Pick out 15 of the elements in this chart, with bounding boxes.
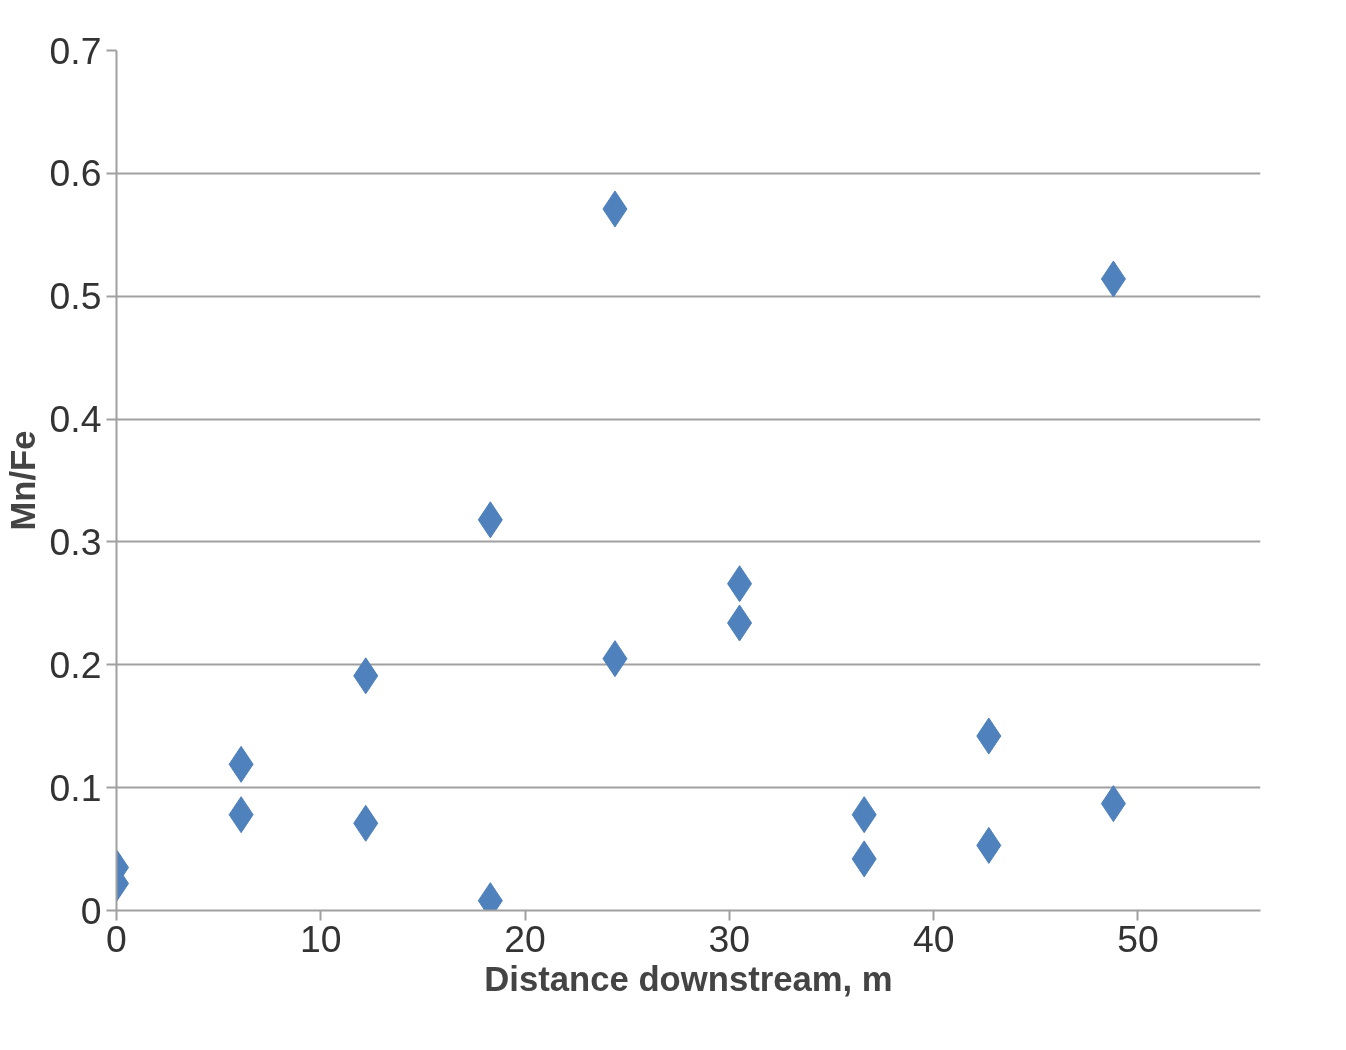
y-tick-label: 0.4 — [49, 398, 102, 441]
x-tick-label: 20 — [504, 917, 546, 960]
x-axis-title: Distance downstream, m — [484, 959, 893, 998]
y-axis-title: Mn/Fe — [3, 430, 42, 531]
y-tick-label: 0.7 — [49, 29, 102, 72]
y-tick-label: 0.2 — [49, 643, 102, 686]
y-tick-label: 0.3 — [49, 520, 102, 563]
x-tick-label: 50 — [1117, 917, 1159, 960]
y-tick-label: 0 — [80, 889, 102, 932]
y-tick-label: 0.5 — [49, 275, 102, 318]
x-tick-label: 30 — [708, 917, 751, 960]
y-tick-label: 0.1 — [49, 766, 102, 809]
y-tick-label: 0.6 — [49, 152, 102, 195]
x-tick-label: 40 — [912, 917, 955, 960]
x-tick-label: 10 — [300, 917, 342, 960]
